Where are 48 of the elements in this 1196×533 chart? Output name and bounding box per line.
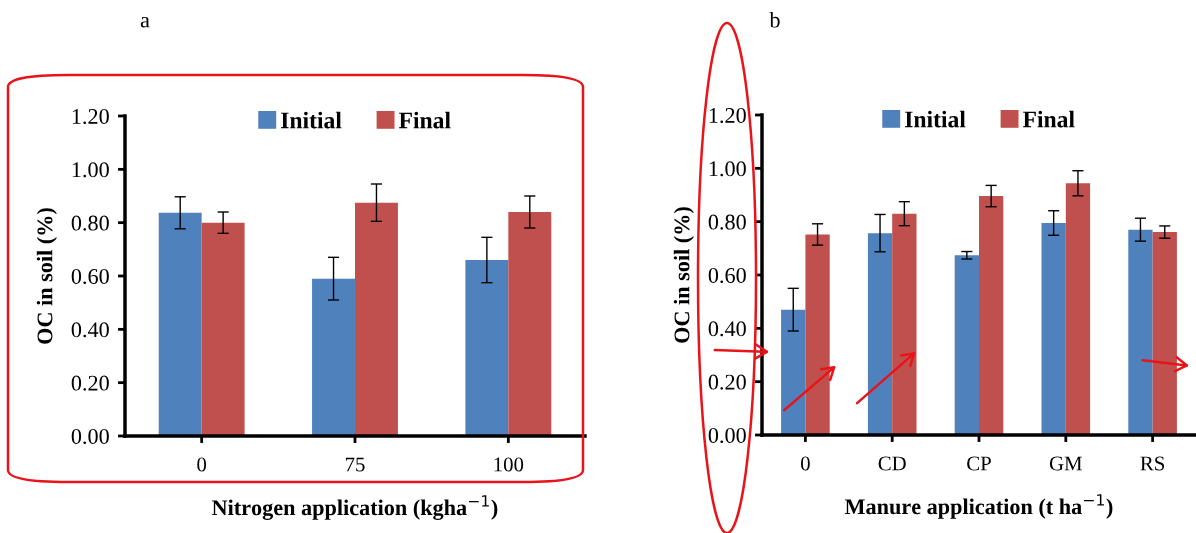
bar <box>781 309 806 435</box>
x-tick-label: 0 <box>800 456 810 471</box>
y-tick-label: 0.60 <box>71 268 109 285</box>
x-tick-label: 75 <box>345 457 365 472</box>
bar <box>508 212 552 436</box>
y-tick-label: 0.40 <box>71 322 109 338</box>
y-axis-title: OC in soil (%) <box>673 207 694 343</box>
bar <box>892 213 917 435</box>
y-tick-label: 1.20 <box>72 108 109 125</box>
bar <box>465 260 509 436</box>
x-tick-label: 0 <box>197 457 207 472</box>
y-tick-label: 1.00 <box>72 162 109 178</box>
y-tick-label: 1.20 <box>709 107 746 124</box>
x-tick-label: GM <box>1049 456 1082 471</box>
y-tick-label: 0.00 <box>708 427 746 444</box>
legend-label: Initial <box>281 111 342 129</box>
bar <box>979 196 1004 435</box>
x-tick-label: 100 <box>494 457 524 472</box>
x-tick-label: CD <box>878 456 906 471</box>
bar <box>867 233 893 435</box>
bar <box>201 222 245 436</box>
y-tick-label: 1.00 <box>709 161 746 177</box>
bar <box>1065 183 1091 435</box>
legend-label: Final <box>1022 110 1075 128</box>
x-tick-label: CP <box>967 456 991 471</box>
y-tick-label: 0.20 <box>708 374 746 390</box>
legend-label: Final <box>398 111 451 129</box>
bar <box>158 212 202 436</box>
legend-label: Initial <box>905 110 966 128</box>
bar <box>312 278 355 436</box>
chart-title: b <box>769 11 780 28</box>
chart-title: a <box>140 16 150 28</box>
bar <box>1128 229 1153 435</box>
y-tick-label: 0.40 <box>708 321 746 337</box>
y-tick-label: 0.20 <box>71 375 109 391</box>
bar <box>1152 232 1177 435</box>
y-tick-label: 0.80 <box>71 215 109 231</box>
y-tick-label: 0.80 <box>708 214 746 230</box>
bar <box>1041 223 1066 435</box>
y-tick-label: 0.60 <box>708 267 746 284</box>
bar <box>355 202 398 436</box>
bar <box>805 234 830 435</box>
x-axis-title: Manure application (t ha$^{−1}$) <box>844 494 1113 519</box>
y-axis-title: OC in soil (%) <box>36 208 57 344</box>
bar <box>954 255 979 435</box>
x-tick-label: RS <box>1140 456 1165 471</box>
x-axis-title: Nitrogen application (kgha$^{−1}$) <box>211 495 498 520</box>
y-tick-label: 0.00 <box>71 428 109 445</box>
